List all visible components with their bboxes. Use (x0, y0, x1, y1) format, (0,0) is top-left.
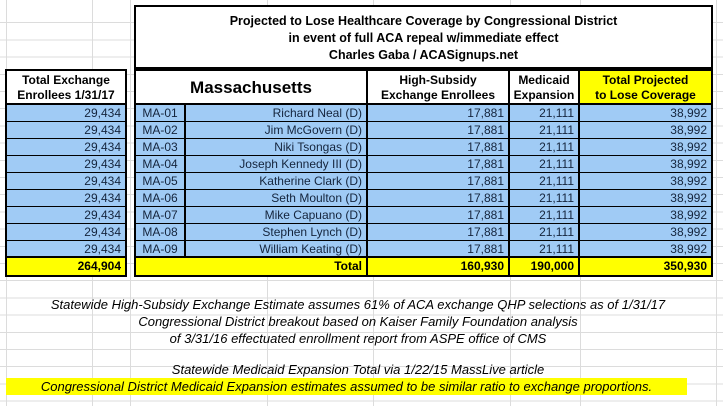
total-cell[interactable]: 38,992 (580, 173, 711, 190)
exchange-cell[interactable]: 17,881 (368, 241, 510, 258)
medicaid-cell[interactable]: 21,111 (510, 139, 580, 156)
title-line-1: Projected to Lose Healthcare Coverage by… (229, 14, 618, 28)
title-box[interactable]: Projected to Lose Healthcare Coverage by… (134, 5, 713, 69)
total-cell[interactable]: 38,992 (580, 241, 711, 258)
exchange-cell[interactable]: 17,881 (368, 190, 510, 207)
total-exchange-value-cell[interactable]: 29,434 (7, 190, 125, 207)
total-exchange-value-cell[interactable]: 29,434 (7, 122, 125, 139)
rep-cell[interactable]: Richard Neal (D) (186, 105, 368, 122)
district-cell[interactable]: MA-09 (136, 241, 186, 258)
exchange-cell[interactable]: 17,881 (368, 224, 510, 241)
total-exchange-header-cell[interactable]: Total Exchange Enrollees 1/31/17 (7, 71, 125, 105)
medicaid-cell[interactable]: 21,111 (510, 207, 580, 224)
district-breakdown-table: Massachusetts High-Subsidy Exchange Enro… (134, 69, 713, 277)
total-cell[interactable]: 38,992 (580, 224, 711, 241)
rep-cell[interactable]: Mike Capuano (D) (186, 207, 368, 224)
district-cell[interactable]: MA-04 (136, 156, 186, 173)
total-cell[interactable]: 38,992 (580, 156, 711, 173)
district-cell[interactable]: MA-07 (136, 207, 186, 224)
district-cell[interactable]: MA-02 (136, 122, 186, 139)
exchange-cell[interactable]: 17,881 (368, 173, 510, 190)
total-cell[interactable]: 38,992 (580, 122, 711, 139)
exchange-cell[interactable]: 17,881 (368, 156, 510, 173)
title-line-2: in event of full ACA repeal w/immediate … (288, 31, 559, 45)
medicaid-column-header[interactable]: Medicaid Expansion (510, 71, 580, 105)
rep-cell[interactable]: Niki Tsongas (D) (186, 139, 368, 156)
exchange-column-header[interactable]: High-Subsidy Exchange Enrollees (368, 71, 510, 105)
total-exchange-value-cell[interactable]: 29,434 (7, 173, 125, 190)
medicaid-cell[interactable]: 21,111 (510, 224, 580, 241)
state-header-cell[interactable]: Massachusetts (136, 71, 368, 105)
total-cell[interactable]: 38,992 (580, 207, 711, 224)
medicaid-cell[interactable]: 21,111 (510, 173, 580, 190)
total-exchange-value-cell[interactable]: 29,434 (7, 224, 125, 241)
rep-cell[interactable]: Katherine Clark (D) (186, 173, 368, 190)
note-medicaid-total[interactable]: Statewide Medicaid Expansion Total via 1… (171, 362, 545, 377)
total-cell[interactable]: 38,992 (580, 105, 711, 122)
rep-cell[interactable]: Stephen Lynch (D) (186, 224, 368, 241)
exchange-cell[interactable]: 17,881 (368, 139, 510, 156)
medicaid-cell[interactable]: 21,111 (510, 190, 580, 207)
total-row-total-cell[interactable]: 350,930 (580, 258, 711, 275)
total-column-header[interactable]: Total Projected to Lose Coverage (580, 71, 711, 105)
rep-cell[interactable]: Jim McGovern (D) (186, 122, 368, 139)
total-exchange-value-cell[interactable]: 29,434 (7, 139, 125, 156)
medicaid-cell[interactable]: 21,111 (510, 122, 580, 139)
title-line-3: Charles Gaba / ACASignups.net (328, 48, 519, 62)
total-cell[interactable]: 38,992 (580, 190, 711, 207)
rep-cell[interactable]: William Keating (D) (186, 241, 368, 258)
exchange-cell[interactable]: 17,881 (368, 105, 510, 122)
note-aspe-report[interactable]: of 3/31/16 effectuated enrollment report… (169, 331, 547, 346)
district-cell[interactable]: MA-05 (136, 173, 186, 190)
total-exchange-value-cell[interactable]: 29,434 (7, 156, 125, 173)
total-exchange-enrollees-table: Total Exchange Enrollees 1/31/17 29,434 … (5, 69, 127, 277)
exchange-cell[interactable]: 17,881 (368, 122, 510, 139)
exchange-cell[interactable]: 17,881 (368, 207, 510, 224)
total-row-medicaid-cell[interactable]: 190,000 (510, 258, 580, 275)
total-cell[interactable]: 38,992 (580, 139, 711, 156)
district-cell[interactable]: MA-01 (136, 105, 186, 122)
rep-cell[interactable]: Joseph Kennedy III (D) (186, 156, 368, 173)
total-row-label-cell[interactable]: Total (136, 258, 368, 275)
total-exchange-value-cell[interactable]: 29,434 (7, 105, 125, 122)
total-exchange-value-cell[interactable]: 29,434 (7, 241, 125, 258)
total-exchange-total-cell[interactable]: 264,904 (7, 258, 125, 275)
rep-cell[interactable]: Seth Moulton (D) (186, 190, 368, 207)
medicaid-cell[interactable]: 21,111 (510, 241, 580, 258)
medicaid-cell[interactable]: 21,111 (510, 105, 580, 122)
district-cell[interactable]: MA-08 (136, 224, 186, 241)
medicaid-cell[interactable]: 21,111 (510, 156, 580, 173)
total-row-exchange-cell[interactable]: 160,930 (368, 258, 510, 275)
total-exchange-value-cell[interactable]: 29,434 (7, 207, 125, 224)
note-exchange-estimate[interactable]: Statewide High-Subsidy Exchange Estimate… (50, 297, 666, 312)
district-cell[interactable]: MA-03 (136, 139, 186, 156)
note-medicaid-ratio-highlighted[interactable]: Congressional District Medicaid Expansio… (6, 378, 687, 395)
district-cell[interactable]: MA-06 (136, 190, 186, 207)
note-district-breakout[interactable]: Congressional District breakout based on… (138, 314, 578, 329)
